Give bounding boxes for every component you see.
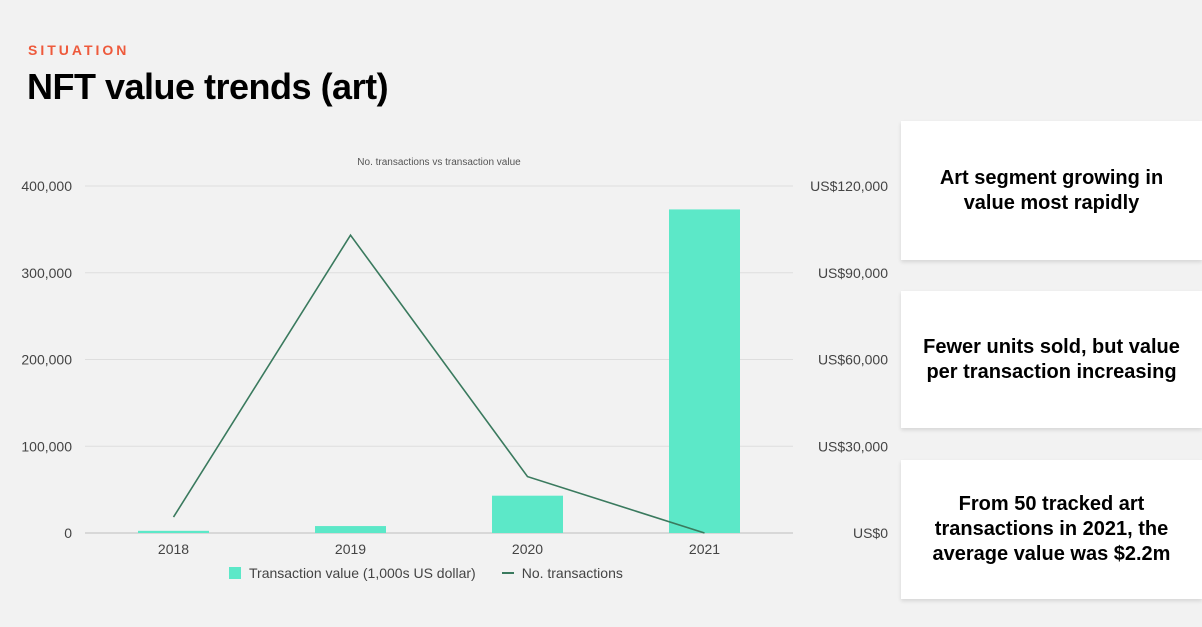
combo-chart: No. transactions vs transaction value 0 10… [21,157,888,557]
legend-item-line: No. transactions [501,565,623,581]
insight-card-average: From 50 tracked art transactions in 2021… [901,460,1202,599]
legend-swatch-line [501,572,514,574]
line-series-transactions [172,233,705,534]
legend-label-line: No. transactions [521,565,623,581]
left-axis-tick-label: 100,000 [21,438,72,454]
insight-card-growth: Art segment growing in value most rapidl… [901,121,1202,260]
insight-card-units: Fewer units sold, but value per transact… [901,291,1202,428]
right-axis-tick-label: US$90,000 [818,265,888,281]
left-axis-tick-label: 200,000 [21,352,72,368]
right-axis-tick-label: US$0 [853,525,888,541]
section-eyebrow: SITUATION [28,42,130,58]
legend-label-bar: Transaction value (1,000s US dollar) [249,565,476,581]
bar-2020 [492,495,563,533]
legend-item-bar: Transaction value (1,000s US dollar) [229,565,476,581]
right-axis-tick-label: US$60,000 [818,352,888,368]
page-title: NFT value trends (art) [27,66,389,107]
right-axis-tick-label: US$30,000 [818,438,888,454]
right-axis-tick-label: US$120,000 [810,178,888,194]
insight-card-text: From 50 tracked art transactions in 2021… [932,493,1171,565]
left-axis-tick-label: 300,000 [21,265,72,281]
legend-swatch-bar [229,567,241,579]
bar-2018 [138,530,209,533]
chart-legend: Transaction value (1,000s US dollar) No.… [229,565,649,581]
bar-2019 [315,526,386,533]
x-axis-tick-label: 2019 [335,541,366,557]
insight-card-text: Art segment growing in value most rapidl… [939,166,1164,214]
x-axis-tick-label: 2018 [158,541,189,557]
left-axis-tick-label: 400,000 [21,178,72,194]
x-axis-tick-label: 2020 [512,541,543,557]
chart-title: No. transactions vs transaction value [357,157,521,168]
bar-2021 [669,209,740,534]
insight-card-text: Fewer units sold, but value per transact… [923,335,1180,383]
x-axis-tick-label: 2021 [689,541,720,557]
left-axis-tick-label: 0 [64,525,72,541]
